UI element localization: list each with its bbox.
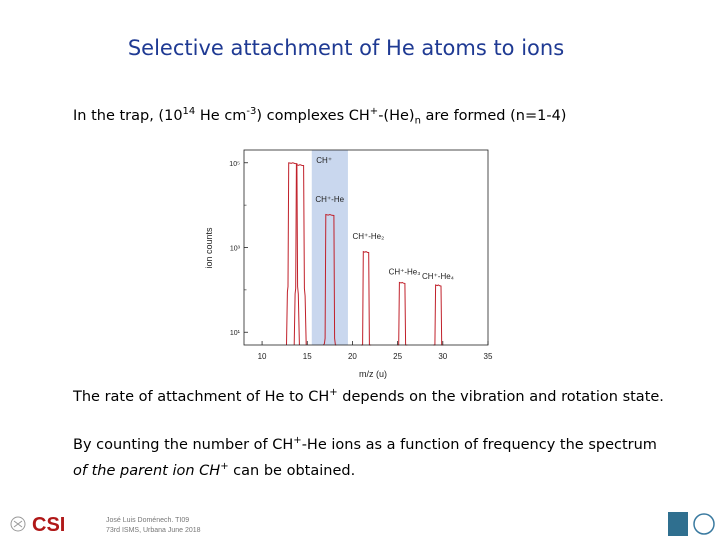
charge-superscript: +	[220, 460, 229, 472]
density-exponent: 14	[182, 106, 196, 117]
charge-superscript: +	[293, 435, 302, 446]
footer-event: 73rd ISMS, Urbana June 2018	[106, 527, 201, 534]
crest-icon	[10, 516, 26, 532]
intro-text-part: ) complexes CH	[256, 107, 370, 124]
rate-text-part: The rate of attachment of He to CH	[73, 388, 330, 405]
slide-title-text: Selective attachment of He atoms to ions	[127, 36, 565, 60]
slide-title: Selective attachment of He atoms to ions	[0, 36, 720, 60]
spectrum-peak	[323, 213, 337, 346]
intro-text-part: He cm	[195, 107, 247, 124]
x-tick-label: 15	[303, 352, 312, 361]
intro-text-part: In the trap, (10	[73, 107, 183, 124]
method-text-italic: of the parent ion CH+	[73, 460, 229, 479]
spectrum-peak	[361, 250, 372, 346]
x-axis-label: m/z (u)	[359, 369, 387, 379]
x-tick-label: 10	[258, 352, 267, 361]
footer-credits: José Luis Doménech. TI09 73rd ISMS, Urba…	[106, 516, 201, 536]
mass-spectrum-chart: 10 15 20 25 30 35 10¹ 10³ 10⁵ CH⁺ CH⁺-He CH⁺-He₂ CH…	[204, 149, 493, 379]
method-text-part: of the parent ion CH	[73, 462, 221, 479]
highlight-band	[311, 150, 348, 345]
spectrum-peak	[286, 162, 300, 346]
charge-superscript: +	[329, 387, 338, 398]
rate-text: The rate of attachment of He to CH+ depe…	[73, 387, 664, 405]
spectrum-peak	[293, 164, 307, 346]
n-subscript: n	[414, 115, 421, 127]
csic-logo: CSI	[10, 514, 65, 536]
peak-label: CH⁺	[316, 156, 332, 165]
university-logo-block	[668, 512, 688, 536]
method-text-part: -He ions as a function of frequency the …	[301, 436, 657, 453]
csic-logo-text: CSI	[32, 514, 65, 536]
peak-label: CH⁺-He₂	[352, 232, 384, 241]
method-text-part: By counting the number of CH	[73, 436, 294, 453]
y-tick-label: 10⁵	[229, 161, 240, 168]
footer-author: José Luis Doménech. TI09	[106, 517, 190, 524]
spectrum-peak	[397, 281, 408, 346]
y-axis-label: ion counts	[204, 227, 214, 269]
peak-label: CH⁺-He	[315, 195, 344, 204]
unit-exponent: -3	[246, 106, 257, 117]
x-tick-label: 25	[393, 352, 402, 361]
method-text: By counting the number of CH+-He ions as…	[73, 430, 657, 482]
intro-text: In the trap, (1014 He cm-3) complexes CH…	[73, 106, 566, 127]
intro-text-part: are formed (n=1-4)	[420, 107, 567, 124]
spectrum-peak	[433, 284, 444, 346]
charge-superscript: +	[369, 106, 379, 117]
rate-text-part: depends on the vibration and rotation st…	[337, 388, 664, 405]
y-tick-label: 10³	[230, 246, 241, 253]
university-logo	[668, 512, 715, 536]
university-seal-icon	[693, 513, 715, 535]
method-text-part: can be obtained.	[228, 462, 356, 479]
y-tick-label: 10¹	[230, 330, 241, 337]
x-tick-label: 35	[484, 352, 493, 361]
x-tick-label: 20	[348, 352, 357, 361]
peak-label: CH⁺-He₃	[389, 268, 421, 277]
peak-label: CH⁺-He₄	[422, 272, 454, 281]
intro-text-part: -(He)	[378, 107, 415, 124]
x-tick-label: 30	[438, 352, 447, 361]
plot-frame	[243, 149, 489, 346]
